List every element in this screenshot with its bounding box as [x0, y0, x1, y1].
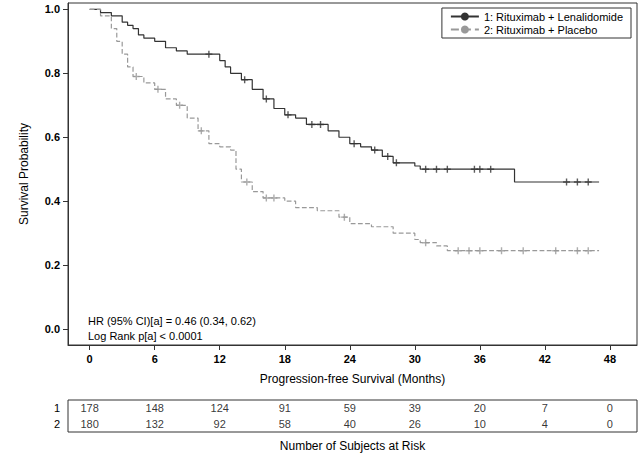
svg-text:0.0: 0.0 [45, 323, 60, 335]
svg-text:59: 59 [344, 402, 356, 414]
svg-text:0: 0 [607, 418, 613, 430]
svg-text:4: 4 [542, 418, 548, 430]
svg-text:12: 12 [214, 353, 226, 365]
svg-text:40: 40 [344, 418, 356, 430]
svg-text:2: 2 [54, 418, 60, 430]
svg-text:39: 39 [409, 402, 421, 414]
svg-text:180: 180 [80, 418, 98, 430]
svg-text:36: 36 [474, 353, 486, 365]
svg-text:178: 178 [80, 402, 98, 414]
svg-text:48: 48 [604, 353, 616, 365]
svg-text:Progression-free Survival (Mon: Progression-free Survival (Months) [260, 372, 445, 386]
svg-text:10: 10 [474, 418, 486, 430]
svg-text:20: 20 [474, 402, 486, 414]
svg-text:92: 92 [214, 418, 226, 430]
svg-text:132: 132 [146, 418, 164, 430]
svg-text:Survival Probability: Survival Probability [17, 123, 31, 225]
svg-text:7: 7 [542, 402, 548, 414]
svg-text:2: Rituximab + Placebo: 2: Rituximab + Placebo [484, 24, 597, 36]
svg-text:124: 124 [211, 402, 229, 414]
svg-text:1: Rituximab + Lenalidomide: 1: Rituximab + Lenalidomide [484, 11, 623, 23]
svg-text:0: 0 [87, 353, 93, 365]
svg-text:148: 148 [146, 402, 164, 414]
svg-text:58: 58 [279, 418, 291, 430]
svg-text:0.8: 0.8 [45, 67, 60, 79]
svg-text:26: 26 [409, 418, 421, 430]
svg-text:30: 30 [409, 353, 421, 365]
svg-text:1.0: 1.0 [45, 3, 60, 15]
svg-text:1: 1 [54, 402, 60, 414]
svg-text:42: 42 [539, 353, 551, 365]
svg-text:0: 0 [607, 402, 613, 414]
svg-text:6: 6 [152, 353, 158, 365]
svg-text:0.6: 0.6 [45, 131, 60, 143]
svg-text:91: 91 [279, 402, 291, 414]
svg-text:18: 18 [279, 353, 291, 365]
svg-text:Number of Subjects at Risk: Number of Subjects at Risk [280, 439, 426, 453]
svg-text:0.2: 0.2 [45, 259, 60, 271]
svg-text:HR (95% CI)[a] = 0.46 (0.34, 0: HR (95% CI)[a] = 0.46 (0.34, 0.62) [88, 315, 256, 327]
svg-text:0.4: 0.4 [45, 195, 61, 207]
svg-text:24: 24 [344, 353, 357, 365]
svg-text:Log Rank p[a] < 0.0001: Log Rank p[a] < 0.0001 [88, 330, 203, 342]
